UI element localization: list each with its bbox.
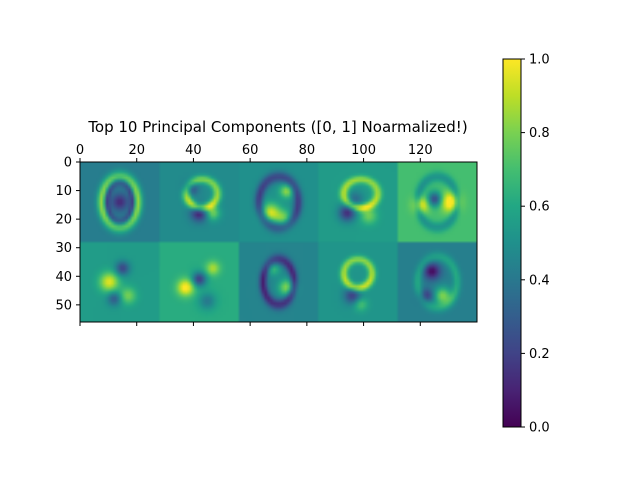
- x-tick-label: 100: [351, 143, 376, 158]
- x-tick-label: 0: [76, 143, 84, 158]
- x-tick-label: 120: [408, 143, 433, 158]
- y-tick-label: 30: [55, 241, 72, 256]
- y-tick-label: 40: [55, 270, 72, 285]
- x-tick-label: 60: [242, 143, 259, 158]
- image-frame: [79, 161, 478, 323]
- colorbar-tick-label: 0.0: [529, 421, 550, 436]
- heatmap-canvas: [80, 162, 477, 322]
- colorbar: 0.0 0.2 0.4 0.6 0.8 1.0: [502, 53, 550, 436]
- y-tick-label: 20: [55, 213, 72, 228]
- colorbar-frame: [502, 58, 522, 428]
- colorbar-tick-label: 0.8: [529, 126, 550, 141]
- y-axis-ticks: 0 10 20 30 40 50: [55, 156, 80, 313]
- x-tick-label: 40: [185, 143, 202, 158]
- x-axis-ticks: 0 20 40 60 80 100 120: [76, 143, 433, 326]
- y-tick-label: 10: [55, 184, 72, 199]
- colorbar-tick-label: 0.4: [529, 273, 550, 288]
- chart-title: Top 10 Principal Components ([0, 1] Noar…: [87, 118, 467, 136]
- colorbar-tick-label: 0.6: [529, 200, 550, 215]
- colorbar-tick-label: 0.2: [529, 347, 550, 362]
- colorbar-tick-label: 1.0: [529, 53, 550, 68]
- colorbar-ticks: 0.0 0.2 0.4 0.6 0.8 1.0: [521, 53, 550, 436]
- colorbar-gradient: [503, 59, 521, 427]
- y-tick-label: 0: [64, 156, 72, 171]
- x-tick-label: 20: [128, 143, 145, 158]
- x-tick-label: 80: [299, 143, 316, 158]
- principal-components-image: [79, 161, 478, 323]
- y-tick-label: 50: [55, 298, 72, 313]
